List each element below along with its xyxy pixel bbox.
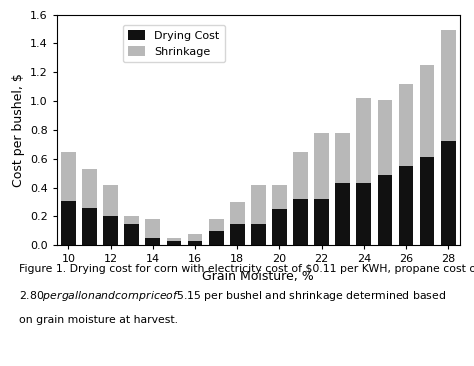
Bar (146, 219, 160, 238)
Bar (61, 201, 76, 245)
Bar (293, 152, 308, 199)
Bar (335, 133, 350, 183)
Bar (166, 241, 182, 245)
Text: Figure 1. Drying cost for corn with electricity cost of $0.11 per KWH, propane c: Figure 1. Drying cost for corn with elec… (19, 264, 474, 273)
Bar (272, 185, 287, 209)
Bar (209, 231, 224, 245)
Bar (124, 224, 139, 245)
Bar (419, 65, 435, 157)
Text: $2.80 per gallon and corn price of $5.15 per bushel and shrinkage determined bas: $2.80 per gallon and corn price of $5.15… (19, 289, 446, 303)
Bar (251, 224, 266, 245)
Bar (419, 157, 435, 245)
Bar (230, 202, 245, 224)
Bar (399, 166, 413, 245)
Bar (356, 183, 371, 245)
Bar (441, 30, 456, 141)
Bar (188, 241, 202, 245)
Bar (272, 209, 287, 245)
Bar (146, 238, 160, 245)
Bar (103, 216, 118, 245)
Bar (82, 208, 97, 245)
Bar (103, 185, 118, 216)
Bar (124, 216, 139, 224)
Text: on grain moisture at harvest.: on grain moisture at harvest. (19, 315, 178, 325)
Bar (188, 234, 202, 241)
Bar (399, 84, 413, 166)
Y-axis label: Cost per bushel, $: Cost per bushel, $ (11, 73, 25, 187)
Bar (82, 169, 97, 208)
Bar (356, 98, 371, 183)
Bar (441, 141, 456, 245)
Bar (293, 199, 308, 245)
Bar (335, 183, 350, 245)
Bar (377, 100, 392, 175)
Bar (377, 175, 392, 245)
Legend: Drying Cost, Shrinkage: Drying Cost, Shrinkage (123, 25, 225, 62)
X-axis label: Grain Moisture, %: Grain Moisture, % (202, 270, 314, 283)
Bar (314, 133, 329, 199)
Bar (166, 238, 182, 241)
Bar (209, 219, 224, 231)
Bar (230, 224, 245, 245)
Bar (61, 152, 76, 201)
Bar (251, 185, 266, 224)
Bar (314, 199, 329, 245)
